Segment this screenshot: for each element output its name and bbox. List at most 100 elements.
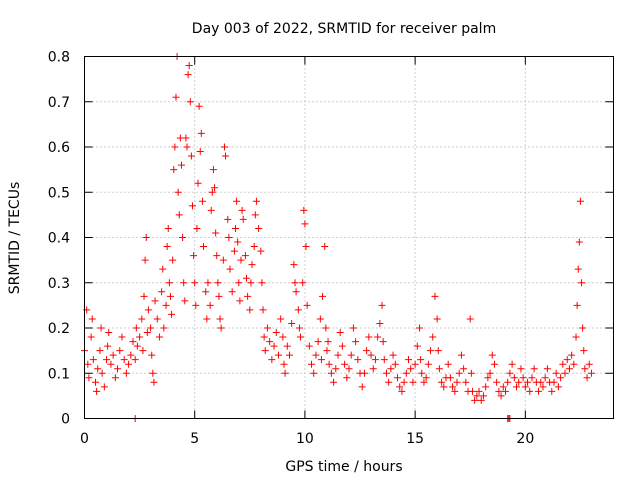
- data-point: [528, 374, 536, 382]
- data-point: [407, 365, 415, 373]
- data-point: [211, 184, 219, 192]
- data-point: [393, 374, 401, 382]
- data-point: [378, 301, 386, 309]
- data-point: [196, 148, 204, 156]
- data-point: [398, 387, 406, 395]
- data-point: [89, 356, 97, 364]
- plot-frame: [84, 56, 614, 419]
- tick-labels: 0 0.1 0.2 0.3 0.4 0.5 0.6 0.7 0.8 0 5 10 15 20: [48, 50, 535, 448]
- data-point: [131, 356, 139, 364]
- data-point: [129, 338, 137, 346]
- data-point: [181, 297, 189, 305]
- data-point: [127, 351, 135, 359]
- data-point: [570, 360, 578, 368]
- data-point: [268, 356, 276, 364]
- x-tick-label: 15: [406, 431, 424, 447]
- data-point: [365, 333, 373, 341]
- data-points: [81, 53, 595, 422]
- data-point: [236, 297, 244, 305]
- data-point: [548, 387, 556, 395]
- data-point: [319, 292, 327, 300]
- data-point: [277, 315, 285, 323]
- data-point: [435, 365, 443, 373]
- data-point: [506, 369, 514, 377]
- data-point: [122, 369, 130, 377]
- data-point: [139, 347, 147, 355]
- data-point: [332, 365, 340, 373]
- data-point: [324, 338, 332, 346]
- y-tick-label: 0: [61, 412, 70, 428]
- data-point: [243, 274, 251, 282]
- data-point: [85, 374, 93, 382]
- data-point: [585, 360, 593, 368]
- data-point: [573, 301, 581, 309]
- data-point: [504, 378, 512, 386]
- data-point: [234, 238, 242, 246]
- y-tick-label: 0.5: [48, 185, 70, 201]
- data-point: [541, 374, 549, 382]
- data-point: [138, 315, 146, 323]
- data-point: [213, 252, 221, 260]
- data-point: [440, 383, 448, 391]
- data-point: [499, 383, 507, 391]
- data-point: [172, 93, 180, 101]
- data-point: [526, 387, 534, 395]
- data-point: [116, 347, 124, 355]
- data-point: [182, 134, 190, 142]
- data-point: [380, 356, 388, 364]
- data-point: [316, 315, 324, 323]
- data-point: [149, 369, 157, 377]
- data-point: [151, 297, 159, 305]
- data-point: [479, 392, 487, 400]
- data-point: [317, 356, 325, 364]
- y-tick-label: 0.6: [48, 140, 70, 156]
- data-point: [343, 374, 351, 382]
- data-point: [402, 369, 410, 377]
- data-point: [215, 292, 223, 300]
- data-point: [360, 369, 368, 377]
- data-point: [165, 279, 173, 287]
- data-point: [490, 360, 498, 368]
- data-point: [187, 152, 195, 160]
- data-point: [369, 365, 377, 373]
- data-point: [209, 166, 217, 174]
- data-point: [297, 333, 305, 341]
- data-point: [219, 256, 227, 264]
- data-point: [416, 324, 424, 332]
- data-point: [164, 224, 172, 232]
- data-point: [409, 378, 417, 386]
- data-point: [305, 342, 313, 350]
- data-point: [300, 206, 308, 214]
- data-point: [455, 369, 463, 377]
- data-point: [495, 387, 503, 395]
- data-point: [379, 338, 387, 346]
- data-point: [334, 351, 342, 359]
- data-point: [583, 374, 591, 382]
- data-point: [133, 342, 141, 350]
- data-point: [433, 315, 441, 323]
- data-point: [203, 315, 211, 323]
- data-point: [169, 256, 177, 264]
- data-point: [537, 378, 545, 386]
- data-point: [557, 374, 565, 382]
- y-tick-label: 0.8: [48, 50, 70, 66]
- data-point: [434, 347, 442, 355]
- data-point: [449, 383, 457, 391]
- data-point: [166, 292, 174, 300]
- data-point: [162, 301, 170, 309]
- data-point: [322, 324, 330, 332]
- data-point: [220, 143, 228, 151]
- data-point: [561, 369, 569, 377]
- data-point: [338, 342, 346, 350]
- data-point: [171, 143, 179, 151]
- data-point: [111, 374, 119, 382]
- data-point: [88, 315, 96, 323]
- data-point: [179, 234, 187, 241]
- data-point: [212, 229, 220, 237]
- y-tick-label: 0.7: [48, 95, 70, 111]
- data-point: [198, 197, 206, 205]
- data-point: [193, 224, 201, 232]
- data-point: [202, 288, 210, 296]
- data-point: [259, 306, 267, 314]
- data-point: [247, 279, 255, 287]
